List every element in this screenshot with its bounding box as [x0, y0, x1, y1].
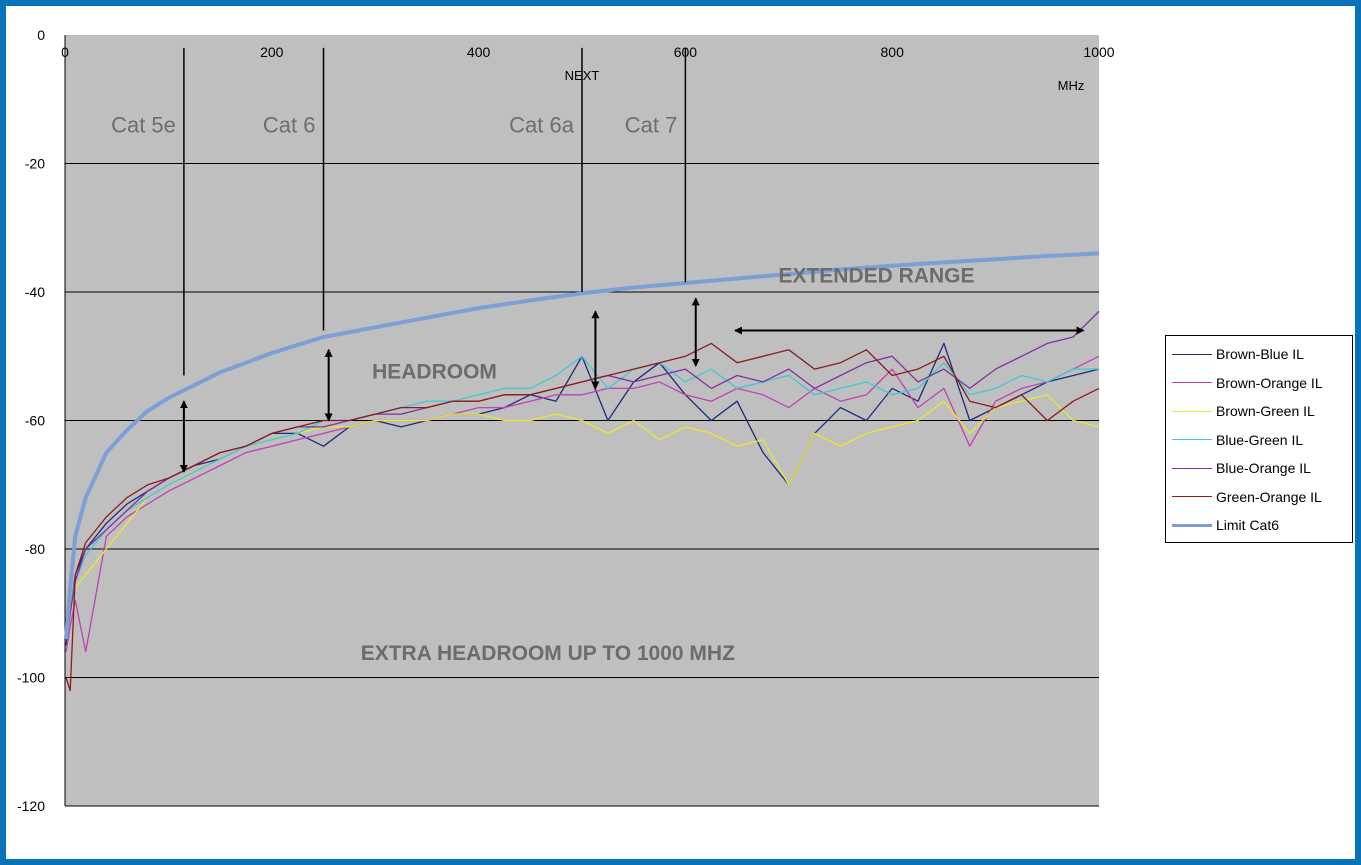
- series-line-brown-orange-il: [65, 355, 1100, 653]
- legend-item: Brown-Blue IL: [1172, 340, 1352, 369]
- category-label: Cat 5e: [111, 113, 176, 138]
- extra-headroom-label: EXTRA HEADROOM UP TO 1000 MHZ: [361, 642, 735, 665]
- category-label: Cat 6a: [509, 113, 575, 138]
- legend-item: Brown-Green IL: [1172, 397, 1352, 426]
- legend-swatch: [1172, 382, 1212, 384]
- legend-label: Limit Cat6: [1216, 517, 1280, 534]
- y-tick-label: 0: [37, 27, 45, 43]
- x-tick-label: 200: [260, 44, 284, 60]
- legend-item: Limit Cat6: [1172, 511, 1352, 540]
- legend-swatch: [1172, 410, 1212, 412]
- legend: Brown-Blue IL Brown-Orange IL Brown-Green …: [1165, 335, 1353, 543]
- x-unit-label: MHz: [1058, 78, 1085, 93]
- category-label: Cat 7: [625, 113, 678, 138]
- legend-label: Brown-Orange IL: [1216, 374, 1323, 391]
- legend-item: Blue-Green IL: [1172, 426, 1352, 455]
- legend-swatch: [1172, 439, 1212, 441]
- y-tick-label: -120: [17, 798, 45, 814]
- legend-label: Brown-Blue IL: [1216, 346, 1304, 363]
- x-tick-label: 800: [881, 44, 905, 60]
- legend-swatch: [1172, 496, 1212, 498]
- y-tick-label: -20: [25, 156, 45, 172]
- x-tick-label: 400: [467, 44, 491, 60]
- legend-item: Blue-Orange IL: [1172, 454, 1352, 483]
- headroom-label: HEADROOM: [372, 361, 497, 384]
- legend-label: Blue-Orange IL: [1216, 460, 1311, 477]
- series-line-blue-green-il: [65, 355, 1099, 633]
- legend-swatch: [1172, 467, 1212, 469]
- legend-item: Green-Orange IL: [1172, 483, 1352, 512]
- category-label: Cat 6: [263, 113, 316, 138]
- legend-label: Brown-Green IL: [1216, 403, 1315, 420]
- x-tick-label: 1000: [1083, 44, 1114, 60]
- series-line-limit-cat6: [64, 251, 1100, 640]
- y-tick-label: -40: [25, 284, 45, 300]
- legend-swatch: [1172, 353, 1212, 355]
- y-tick-label: -100: [17, 670, 45, 686]
- legend-item: Brown-Orange IL: [1172, 369, 1352, 398]
- extended-range-label: EXTENDED RANGE: [778, 264, 974, 287]
- y-tick-label: -60: [25, 413, 45, 429]
- legend-label: Blue-Green IL: [1216, 431, 1304, 448]
- legend-label: Green-Orange IL: [1216, 488, 1322, 505]
- y-tick-label: -80: [25, 541, 45, 557]
- series-line-green-orange-il: [65, 342, 1100, 692]
- next-label: NEXT: [565, 68, 600, 83]
- legend-swatch: [1172, 523, 1212, 527]
